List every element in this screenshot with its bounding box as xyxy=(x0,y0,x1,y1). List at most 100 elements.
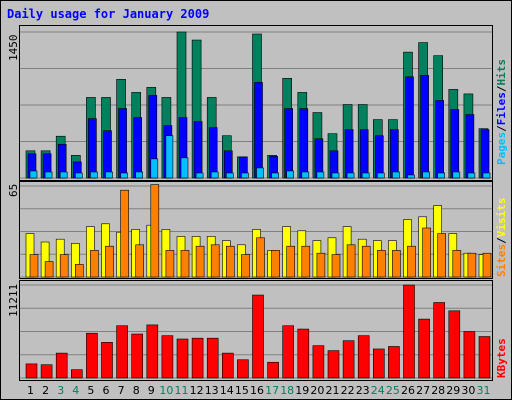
bar-sites xyxy=(105,245,114,278)
bar-files xyxy=(254,82,263,179)
bar-sites xyxy=(59,254,69,278)
kbytes-plot xyxy=(20,284,492,379)
day-label: 15 xyxy=(234,384,249,397)
bar-kbytes xyxy=(191,337,204,379)
bar-sites xyxy=(90,250,99,278)
bar-files xyxy=(193,121,203,179)
bar-sites xyxy=(44,261,54,278)
bar-sites xyxy=(165,250,175,278)
legend-mid: Sites/Visits xyxy=(495,197,508,278)
bar-kbytes xyxy=(70,369,83,379)
panel-kbytes xyxy=(19,280,493,381)
bar-pages xyxy=(301,171,310,179)
day-label: 18 xyxy=(280,384,295,397)
bar-kbytes xyxy=(161,335,174,379)
bar-pages xyxy=(90,171,98,179)
day-label: 7 xyxy=(117,384,125,397)
bar-pages xyxy=(437,172,446,179)
bar-sites xyxy=(376,250,386,278)
bar-pages xyxy=(331,172,340,179)
bar-pages xyxy=(195,172,204,179)
bot-ymax-label: 11211 xyxy=(7,283,20,317)
bar-kbytes xyxy=(237,359,249,379)
bar-pages xyxy=(256,167,264,179)
day-label: 29 xyxy=(446,384,461,397)
bar-pages xyxy=(286,170,295,179)
bar-files xyxy=(344,129,354,179)
bar-pages xyxy=(482,172,491,179)
bar-kbytes xyxy=(176,338,189,379)
bar-sites xyxy=(226,245,235,278)
panel-hits-files-pages xyxy=(19,25,493,181)
bar-sites xyxy=(346,244,356,278)
bar-sites xyxy=(180,250,190,278)
bar-pages xyxy=(422,171,430,179)
bar-pages xyxy=(407,174,415,179)
day-label: 12 xyxy=(189,384,204,397)
bar-pages xyxy=(452,171,461,179)
day-label: 31 xyxy=(476,384,491,397)
day-label: 23 xyxy=(355,384,370,397)
bar-sites xyxy=(482,252,492,278)
bar-sites xyxy=(316,252,326,278)
day-label: 10 xyxy=(159,384,174,397)
bar-files xyxy=(465,114,475,179)
day-label: 26 xyxy=(401,384,415,397)
bar-kbytes xyxy=(116,325,128,379)
bar-sites xyxy=(452,250,462,278)
legend-kbytes: KBytes xyxy=(495,338,508,378)
chart-title: Daily usage for January 2009 xyxy=(7,7,210,21)
bar-files xyxy=(103,130,112,179)
visits-sites-plot xyxy=(20,184,492,278)
day-label: 25 xyxy=(385,384,400,397)
bar-pages xyxy=(210,171,219,179)
day-label: 16 xyxy=(250,384,264,397)
mid-ymax-label: 65 xyxy=(7,183,20,197)
bar-pages xyxy=(165,135,174,179)
bar-kbytes xyxy=(478,336,491,379)
bar-kbytes xyxy=(131,333,143,379)
bar-sites xyxy=(29,254,39,278)
legend-pages: Pages xyxy=(495,131,508,165)
bar-sites xyxy=(195,245,205,278)
day-label: 20 xyxy=(310,384,325,397)
bar-sites xyxy=(271,250,280,278)
bar-kbytes xyxy=(403,284,415,379)
bar-files xyxy=(480,129,490,179)
day-label: 8 xyxy=(132,384,140,397)
bar-sites xyxy=(407,245,416,278)
top-ymax-label: 1450 xyxy=(7,34,20,62)
bar-files xyxy=(118,108,127,179)
bar-kbytes xyxy=(312,345,325,379)
bar-pages xyxy=(346,172,355,179)
bar-files xyxy=(359,129,369,179)
bar-sites xyxy=(74,264,84,278)
bar-files xyxy=(284,108,294,179)
bar-pages xyxy=(74,172,83,179)
bar-kbytes xyxy=(327,350,340,379)
bar-kbytes xyxy=(40,364,53,379)
bar-pages xyxy=(392,171,400,179)
bar-kbytes xyxy=(146,324,159,379)
legend-hits: Hits xyxy=(495,59,508,86)
day-label: 2 xyxy=(42,384,50,397)
bar-kbytes xyxy=(25,363,38,379)
legend-bot: KBytes xyxy=(495,338,508,378)
bar-pages xyxy=(29,170,38,179)
day-label: 30 xyxy=(461,384,476,397)
bar-sites xyxy=(241,254,250,278)
bar-kbytes xyxy=(463,331,476,379)
bar-kbytes xyxy=(372,348,385,379)
bar-kbytes xyxy=(388,346,400,379)
day-label: 19 xyxy=(295,384,310,397)
day-label: 28 xyxy=(431,384,446,397)
bar-sites xyxy=(256,237,265,278)
bar-pages xyxy=(271,172,279,179)
day-label: 27 xyxy=(416,384,431,397)
bar-pages xyxy=(376,172,385,179)
legend-sites: Sites xyxy=(495,243,508,277)
day-label: 4 xyxy=(72,384,80,397)
day-label: 3 xyxy=(57,384,65,397)
bar-files xyxy=(88,118,97,179)
